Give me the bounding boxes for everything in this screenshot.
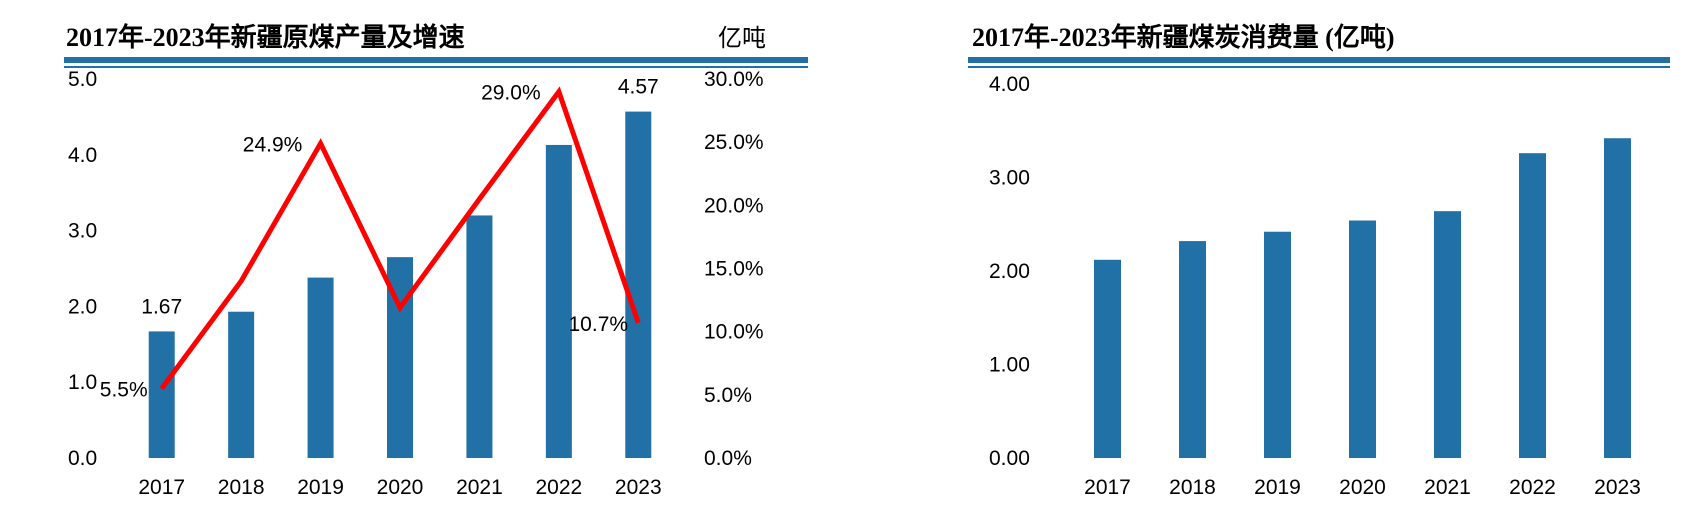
- growth-rate-label: 10.7%: [569, 313, 629, 336]
- growth-y-axis-ticks: 0.0% 5.0% 10.0% 15.0% 20.0% 25.0% 30.0%: [704, 68, 764, 470]
- consumption-bar: [1264, 231, 1291, 458]
- production-data-labels: 1.67 4.57 5.5% 24.9% 29.0% 10.7%: [100, 76, 659, 402]
- consumption-y-axis-ticks: 0.00 1.00 2.00 3.00 4.00: [989, 73, 1030, 470]
- consumption-bar: [1349, 220, 1376, 458]
- production-bar: [625, 111, 652, 459]
- consumption-bar: [1519, 153, 1546, 458]
- consumption-x-tick: 2023: [1594, 476, 1641, 499]
- growth-y-tick: 5.0%: [704, 384, 752, 407]
- consumption-y-tick: 4.00: [989, 73, 1030, 96]
- growth-y-tick: 0.0%: [704, 447, 752, 470]
- production-x-tick: 2019: [297, 476, 344, 499]
- consumption-y-tick: 0.00: [989, 447, 1030, 470]
- consumption-chart: 2017年-2023年新疆煤炭消费量 (亿吨) 0.00 1.00 2.00 3.00…: [968, 22, 1670, 499]
- production-bar: [228, 311, 255, 458]
- production-bar: [466, 215, 493, 458]
- growth-rate-label: 24.9%: [243, 133, 303, 156]
- production-chart-unit: 亿吨: [718, 25, 766, 52]
- consumption-bar: [1434, 211, 1461, 458]
- growth-y-tick: 10.0%: [704, 321, 764, 344]
- production-y-tick: 5.0: [68, 68, 97, 91]
- production-chart-title: 2017年-2023年新疆原煤产量及增速: [66, 22, 465, 52]
- consumption-title-rule-thin: [968, 66, 1670, 68]
- production-chart: 2017年-2023年新疆原煤产量及增速 亿吨 0.0 1.0 2.0 3.0 4.0 5…: [64, 22, 808, 499]
- growth-rate-label: 29.0%: [481, 82, 541, 105]
- consumption-x-tick: 2020: [1339, 476, 1386, 499]
- production-x-tick: 2021: [456, 476, 503, 499]
- production-value-label: 4.57: [618, 76, 659, 99]
- production-y-tick: 0.0: [68, 447, 97, 470]
- production-x-tick: 2020: [377, 476, 424, 499]
- production-bars: [148, 111, 652, 459]
- consumption-bar: [1604, 138, 1631, 459]
- consumption-bar: [1179, 241, 1206, 458]
- production-x-axis-ticks: 2017 2018 2019 2020 2021 2022 2023: [138, 476, 661, 499]
- growth-y-tick: 15.0%: [704, 258, 764, 281]
- production-x-tick: 2022: [535, 476, 582, 499]
- production-title-rule-thin: [64, 66, 808, 68]
- growth-line-layer: [159, 86, 641, 391]
- production-y-tick: 1.0: [68, 371, 97, 394]
- consumption-y-tick: 1.00: [989, 354, 1030, 377]
- consumption-title-rule-thick: [968, 57, 1670, 63]
- growth-y-tick: 25.0%: [704, 131, 764, 154]
- production-x-tick: 2017: [138, 476, 185, 499]
- growth-y-tick: 30.0%: [704, 68, 764, 91]
- production-y-axis-ticks: 0.0 1.0 2.0 3.0 4.0 5.0: [68, 68, 97, 470]
- consumption-x-tick: 2018: [1169, 476, 1216, 499]
- production-bar: [307, 277, 334, 458]
- consumption-bars: [1094, 138, 1631, 459]
- production-y-tick: 2.0: [68, 295, 97, 318]
- consumption-bar: [1094, 259, 1121, 458]
- consumption-x-tick: 2017: [1084, 476, 1131, 499]
- production-x-tick: 2023: [615, 476, 662, 499]
- consumption-x-tick: 2022: [1509, 476, 1556, 499]
- consumption-x-tick: 2019: [1254, 476, 1301, 499]
- consumption-x-axis-ticks: 2017 2018 2019 2020 2021 2022 2023: [1084, 476, 1641, 499]
- consumption-x-tick: 2021: [1424, 476, 1471, 499]
- growth-rate-line: [159, 86, 641, 391]
- production-x-tick: 2018: [218, 476, 265, 499]
- consumption-chart-title: 2017年-2023年新疆煤炭消费量 (亿吨): [972, 22, 1394, 52]
- growth-rate-label: 5.5%: [100, 379, 148, 402]
- growth-y-tick: 20.0%: [704, 194, 764, 217]
- production-value-label: 1.67: [141, 295, 182, 318]
- production-y-tick: 4.0: [68, 144, 97, 167]
- consumption-y-tick: 2.00: [989, 260, 1030, 283]
- production-y-tick: 3.0: [68, 220, 97, 243]
- production-bar: [148, 331, 175, 458]
- production-bar: [545, 144, 572, 459]
- production-title-rule-thick: [64, 57, 808, 63]
- consumption-y-tick: 3.00: [989, 167, 1030, 190]
